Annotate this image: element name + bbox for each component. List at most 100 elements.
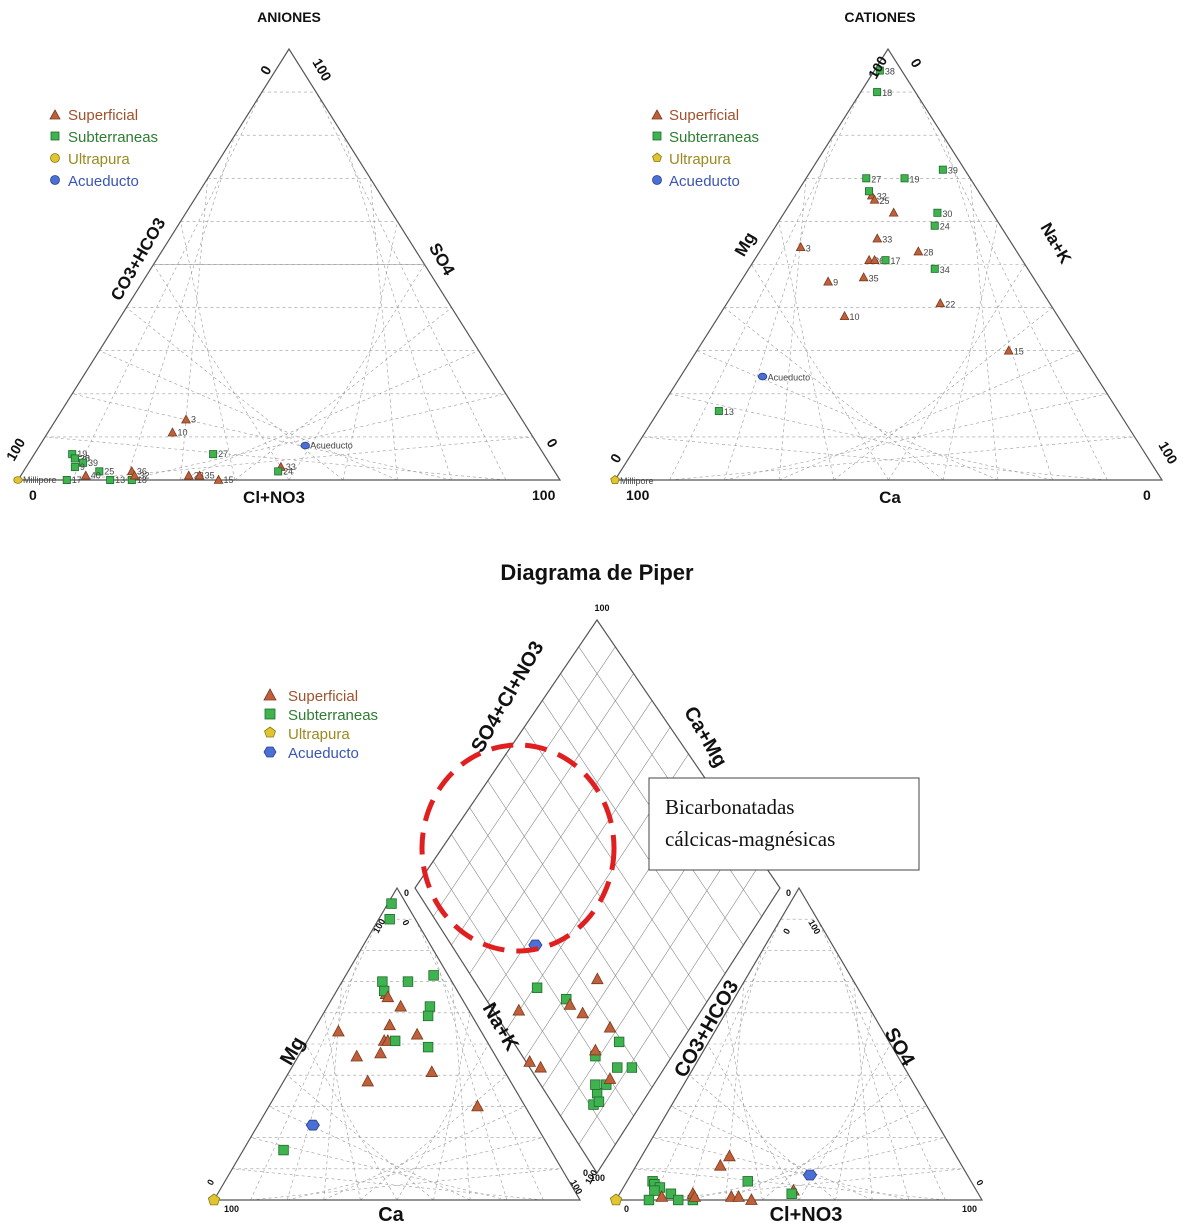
piper-anion-point-17	[745, 1193, 758, 1205]
aniones-point-39	[79, 458, 88, 467]
aniones-point-28	[183, 470, 194, 480]
piper-diamond-point-8	[603, 1072, 617, 1084]
cationes-point-30	[933, 208, 942, 217]
piper-diamond-point-6	[593, 1096, 605, 1107]
cationes-point-14	[869, 254, 880, 264]
aniones-point-label: 10	[177, 428, 187, 438]
cationes-point-10	[839, 310, 850, 320]
cationes-point-33	[872, 233, 883, 243]
cationes-point-label: 33	[882, 235, 892, 245]
aniones-point-label: Millipore	[23, 475, 57, 485]
aniones-point-10	[167, 427, 178, 437]
piper-cation-point-6	[378, 985, 390, 997]
cationes-point-3	[795, 241, 806, 252]
aniones-point-label: 19	[77, 449, 87, 459]
aniones-points: 31019303839925401713183632272835153324Ac…	[13, 414, 353, 485]
cationes-point-6	[865, 187, 874, 196]
piper-diamond-point-10	[613, 1036, 625, 1048]
cationes-point-label: 32	[877, 192, 887, 202]
piper-cation-point-9	[424, 1001, 436, 1012]
aniones-point-label: 27	[218, 449, 228, 459]
cationes-point-label: 13	[724, 407, 734, 417]
cationes-point-15	[1003, 345, 1014, 355]
aniones-grid	[16, 47, 562, 481]
piper-anion-tick-bottom-right: 100	[962, 1204, 977, 1214]
cationes-point-9	[823, 276, 834, 286]
aniones-point-label: 38	[80, 453, 90, 463]
piper-anion-point-7	[665, 1188, 677, 1199]
cationes-point-label: 34	[940, 265, 950, 275]
svg-text:Superficial: Superficial	[288, 688, 358, 705]
cationes-point-39	[938, 165, 947, 174]
piper-anion-point-20	[802, 1169, 818, 1181]
aniones-point-label: 35	[205, 471, 215, 481]
cationes-point-25	[869, 194, 880, 204]
cationes-point-13	[714, 407, 723, 416]
piper-anion-bottom-label: Cl+NO3	[770, 1204, 843, 1223]
piper-cation-point-12	[410, 1027, 424, 1040]
cationes-tick-bottom-right: 0	[1143, 487, 1151, 503]
cationes-point-label: 19	[910, 174, 920, 184]
piper-cation-point-1	[384, 914, 395, 925]
aniones-point-label: 3	[191, 415, 196, 425]
piper-anion-point-13	[688, 1190, 702, 1202]
aniones-point-13	[106, 475, 115, 484]
aniones-point-label: 33	[286, 462, 296, 472]
annotation-line-2: cálcicas-magnésicas	[665, 827, 835, 851]
piper-diamond-point-18	[512, 1003, 526, 1016]
aniones-legend-superficial: Superficial	[49, 107, 138, 124]
aniones-legend-ultrapura: Ultrapura	[50, 151, 130, 168]
piper-cation-point-16	[422, 1041, 434, 1053]
aniones-point-15	[213, 474, 224, 484]
aniones-tick-apex-right: 100	[309, 56, 335, 84]
svg-text:Superficial: Superficial	[68, 107, 138, 124]
piper-anion-point-9	[643, 1194, 655, 1206]
cationes-point-label: 28	[923, 248, 933, 258]
piper-cation-point-21	[425, 1065, 439, 1077]
cationes-legend-ultrapura: Ultrapura	[652, 151, 731, 168]
aniones-legend-subterraneas: Subterraneas	[50, 129, 158, 146]
piper-title: Diagrama de Piper	[500, 560, 694, 585]
piper-diamond-point-12	[603, 1020, 617, 1033]
aniones-point-27	[209, 450, 218, 459]
piper-anion-point-10	[673, 1194, 684, 1206]
aniones-tick-bottom-left: 0	[29, 487, 37, 503]
piper-cation-tick-left-base: 0	[205, 1178, 216, 1187]
piper-anion-tick-apex-right: 100	[806, 918, 822, 936]
cationes-tick-apex-left: 100	[865, 53, 891, 81]
piper-cation-tick-bottom-right: 0	[583, 1168, 588, 1178]
piper-diamond-point-14	[561, 993, 572, 1005]
aniones-point-38	[70, 454, 79, 463]
piper-grid	[212, 618, 984, 1201]
aniones-point-3	[181, 414, 191, 424]
aniones-point-label: 40	[91, 471, 101, 481]
piper-legend-ultrapura: Ultrapura	[264, 726, 350, 743]
cationes-point-label: 10	[850, 312, 860, 322]
aniones-ternary-chart: ANIONES 31019303839925401713183632272835…	[3, 9, 562, 507]
cationes-point-8	[888, 207, 899, 217]
svg-text:Subterraneas: Subterraneas	[669, 129, 759, 146]
aniones-point-label: 24	[283, 466, 293, 476]
aniones-point-label: 15	[224, 475, 234, 485]
aniones-point-35	[194, 470, 205, 480]
aniones-tick-left-base: 100	[3, 435, 29, 463]
piper-cation-tick-apex-right: 0	[400, 918, 411, 927]
piper-cation-point-18	[332, 1024, 345, 1037]
aniones-title: ANIONES	[257, 9, 321, 25]
diamond-upper-left-label: SO4+Cl+NO3	[467, 638, 548, 757]
aniones-point-label: 30	[80, 453, 90, 463]
cationes-point-label: Acueducto	[768, 373, 811, 383]
cationes-point-24	[930, 221, 939, 230]
piper-cation-point-24	[278, 1144, 289, 1156]
piper-cation-point-20	[361, 1074, 375, 1087]
cationes-point-34	[930, 264, 939, 273]
cationes-point-18	[873, 88, 882, 97]
cationes-point-28	[913, 246, 924, 256]
svg-text:Acueducto: Acueducto	[669, 173, 740, 190]
piper-diamond-point-19	[531, 982, 543, 993]
cationes-point-label: 27	[871, 174, 881, 184]
svg-text:Ultrapura: Ultrapura	[288, 726, 350, 743]
cationes-point-label: 39	[948, 166, 958, 176]
